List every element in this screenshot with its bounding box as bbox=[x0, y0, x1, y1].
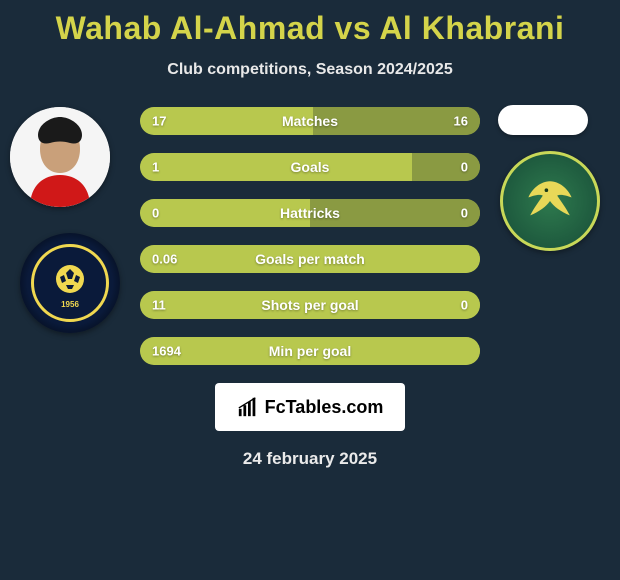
page-subtitle: Club competitions, Season 2024/2025 bbox=[0, 61, 620, 79]
club1-year: 1956 bbox=[61, 300, 79, 309]
bar-chart-icon bbox=[237, 396, 259, 418]
watermark-badge: FcTables.com bbox=[215, 383, 405, 431]
club2-badge bbox=[500, 151, 600, 251]
stat-row: 0 Hattricks 0 bbox=[140, 199, 480, 227]
stat-label: Goals bbox=[291, 159, 330, 175]
club1-badge-inner: 1956 bbox=[31, 244, 109, 322]
stat-label: Hattricks bbox=[280, 205, 340, 221]
stat-label: Matches bbox=[282, 113, 338, 129]
stat-row: 17 Matches 16 bbox=[140, 107, 480, 135]
stat-value-left: 1694 bbox=[152, 344, 181, 359]
stat-row: 1694 Min per goal bbox=[140, 337, 480, 365]
stat-row: 11 Shots per goal 0 bbox=[140, 291, 480, 319]
club1-badge: 1956 bbox=[20, 233, 120, 333]
stat-row: 0.06 Goals per match bbox=[140, 245, 480, 273]
stat-value-left: 0 bbox=[152, 206, 159, 221]
stat-value-left: 17 bbox=[152, 114, 166, 129]
stat-value-right: 16 bbox=[454, 114, 468, 129]
stat-row: 1 Goals 0 bbox=[140, 153, 480, 181]
stat-value-right: 0 bbox=[461, 206, 468, 221]
player2-pill bbox=[498, 105, 588, 135]
stat-label: Min per goal bbox=[269, 343, 351, 359]
eagle-icon bbox=[514, 165, 586, 237]
watermark-text: FcTables.com bbox=[265, 397, 384, 418]
stat-value-left: 11 bbox=[152, 298, 166, 313]
stat-value-left: 1 bbox=[152, 160, 159, 175]
stat-label: Goals per match bbox=[255, 251, 365, 267]
stat-label: Shots per goal bbox=[261, 297, 358, 313]
player1-avatar bbox=[10, 107, 110, 207]
stat-value-right: 0 bbox=[461, 160, 468, 175]
comparison-content: 1956 17 Matches 16 1 Goals 0 0 Hattricks 0 0.06 Go… bbox=[0, 107, 620, 365]
person-icon bbox=[10, 107, 110, 207]
page-title: Wahab Al-Ahmad vs Al Khabrani bbox=[0, 0, 620, 47]
date-label: 24 february 2025 bbox=[0, 449, 620, 469]
stat-value-left: 0.06 bbox=[152, 252, 177, 267]
stat-bar-left bbox=[140, 153, 412, 181]
stat-bar-right bbox=[412, 153, 480, 181]
stat-value-right: 0 bbox=[461, 298, 468, 313]
stat-bars: 17 Matches 16 1 Goals 0 0 Hattricks 0 0.06 Goals p… bbox=[140, 107, 480, 365]
